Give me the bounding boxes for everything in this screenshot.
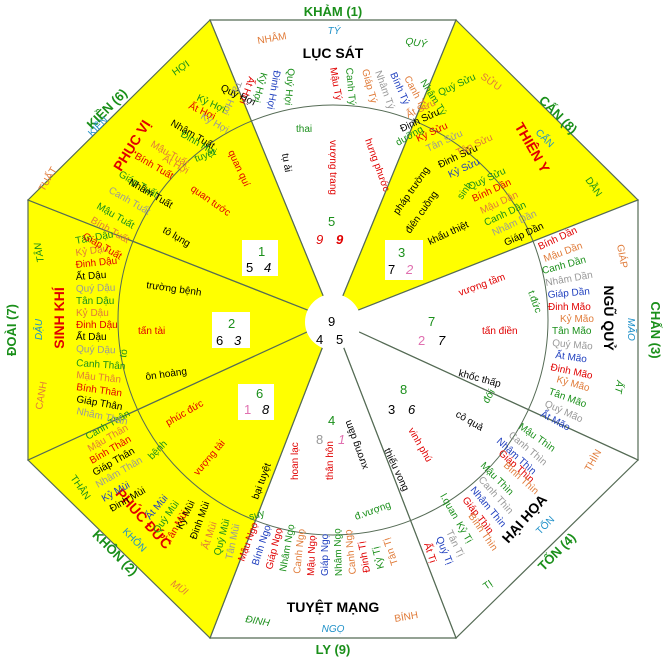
star-hoanlac: hoan lạc bbox=[290, 442, 301, 480]
stem-w2: Kỷ Dậu bbox=[75, 243, 109, 259]
sub-mao: MÃO bbox=[625, 318, 638, 341]
sub-tan: TÂN bbox=[31, 241, 47, 264]
sub-ty: TÝ bbox=[328, 24, 342, 37]
num-e-top: 7 bbox=[428, 314, 435, 329]
stem-s10: Đinh Tị bbox=[357, 540, 373, 573]
stem-s8: Nhâm Ngọ bbox=[332, 528, 345, 577]
dir-doai: ĐOÀI (7) bbox=[4, 304, 19, 356]
num-e-b: 7 bbox=[438, 333, 446, 348]
num-c1-b: 4 bbox=[264, 260, 271, 275]
stem-s7: Giáp Ngọ bbox=[320, 533, 331, 576]
stem-s6: Mậu Ngọ bbox=[306, 535, 318, 576]
star-thanhon: thân hôn bbox=[325, 441, 336, 480]
num-c2: 2 bbox=[228, 316, 235, 331]
stem-s11: Kỷ Tị bbox=[370, 545, 387, 570]
stem-w4: Ất Dậu bbox=[75, 268, 106, 283]
num-n-b: 9 bbox=[336, 232, 344, 247]
stem-e7: Kỷ Mão bbox=[560, 313, 594, 325]
label-tuyet-mang: TUYỆT MẠNG bbox=[287, 598, 380, 615]
stem-w11: Canh Thân bbox=[76, 358, 126, 372]
star-thai: thai bbox=[296, 124, 312, 135]
num-s-a: 8 bbox=[316, 432, 323, 447]
num-c1-a: 5 bbox=[246, 260, 253, 275]
box-ne bbox=[385, 240, 423, 280]
stem-w6: Tân Dậu bbox=[76, 296, 114, 307]
sub-binh: BÍNH bbox=[393, 608, 419, 625]
center-circle bbox=[117, 104, 549, 536]
num-c2-a: 6 bbox=[216, 333, 223, 348]
stem-w12: Mậu Thân bbox=[76, 370, 122, 386]
box-w bbox=[212, 312, 250, 348]
num-se-top: 8 bbox=[400, 382, 407, 397]
stem-w7: Kỷ Dậu bbox=[76, 307, 109, 319]
num-e-a: 2 bbox=[418, 333, 425, 348]
num-se-b: 6 bbox=[408, 402, 416, 417]
stem-e8: Tân Mão bbox=[552, 326, 592, 337]
star-vuongtrang: vượng trang bbox=[327, 140, 338, 195]
num-center-top: 9 bbox=[328, 314, 335, 329]
label-sinh-khi: SINH KHÍ bbox=[51, 286, 67, 349]
dir-ly: LY (9) bbox=[316, 642, 351, 657]
stem-w8: Đinh Dậu bbox=[76, 320, 118, 331]
star-to: tô bbox=[118, 348, 130, 359]
label-ngu-quy: NGŨ QUỶ bbox=[601, 285, 618, 351]
stem-e9: Quý Mão bbox=[552, 338, 594, 353]
stem-e6: Đinh Mão bbox=[548, 302, 591, 313]
center-hub bbox=[305, 294, 361, 350]
stem-s5: Canh Ngọ bbox=[292, 528, 308, 574]
star-tuai: tụ ải bbox=[279, 153, 293, 174]
stem-s9: Canh Ngọ bbox=[343, 528, 359, 574]
box-nw bbox=[242, 240, 278, 276]
dir-chan: CHẤN (3) bbox=[648, 301, 663, 358]
num-center-a: 4 bbox=[316, 332, 323, 347]
sub-canh: CANH bbox=[34, 381, 50, 411]
box-sw bbox=[238, 384, 274, 420]
stem-w9: Ất Dậu bbox=[76, 330, 107, 343]
dir-kham: KHẢM (1) bbox=[304, 4, 363, 19]
sub-giap: GIÁP bbox=[614, 243, 631, 269]
sub-at: ẤT bbox=[612, 378, 627, 395]
num-ne-b: 2 bbox=[405, 262, 414, 277]
num-ne-top: 3 bbox=[398, 245, 405, 260]
num-s-b: 1 bbox=[338, 432, 345, 447]
sub-ngo: NGỌ bbox=[322, 624, 345, 635]
stem-e10: Ất Mão bbox=[555, 348, 589, 365]
stem-w3: Đinh Dậu bbox=[75, 256, 118, 271]
sub-quy: QUÝ bbox=[404, 34, 429, 51]
num-c6-b: 8 bbox=[262, 402, 270, 417]
stem-w10: Quý Dậu bbox=[76, 344, 116, 356]
num-c6: 6 bbox=[256, 386, 263, 401]
sub-dau: DẬU bbox=[32, 318, 45, 340]
sub-dinh: ĐINH bbox=[244, 614, 271, 629]
num-n-a: 9 bbox=[316, 232, 323, 247]
num-s-top: 4 bbox=[328, 413, 335, 428]
num-c2-b: 3 bbox=[234, 333, 242, 348]
stem-e5: Giáp Dần bbox=[547, 285, 590, 301]
num-n-top: 5 bbox=[328, 214, 335, 229]
stem-n2: Canh Tý bbox=[343, 67, 357, 105]
num-c1: 1 bbox=[258, 244, 265, 259]
stem-w5: Quý Dậu bbox=[76, 283, 116, 295]
star-suy: suy bbox=[248, 508, 266, 523]
stem-n7: Quý Hợi bbox=[282, 68, 296, 106]
star-tanhdien: tấn điền bbox=[482, 325, 518, 337]
num-se-a: 3 bbox=[388, 402, 395, 417]
num-c6-a: 1 bbox=[244, 402, 251, 417]
num-ne-a: 7 bbox=[388, 262, 395, 277]
label-luc-sat: LỤC SÁT bbox=[303, 45, 364, 61]
num-center-b: 5 bbox=[336, 332, 343, 347]
star-tantai: tấn tài bbox=[138, 325, 165, 337]
